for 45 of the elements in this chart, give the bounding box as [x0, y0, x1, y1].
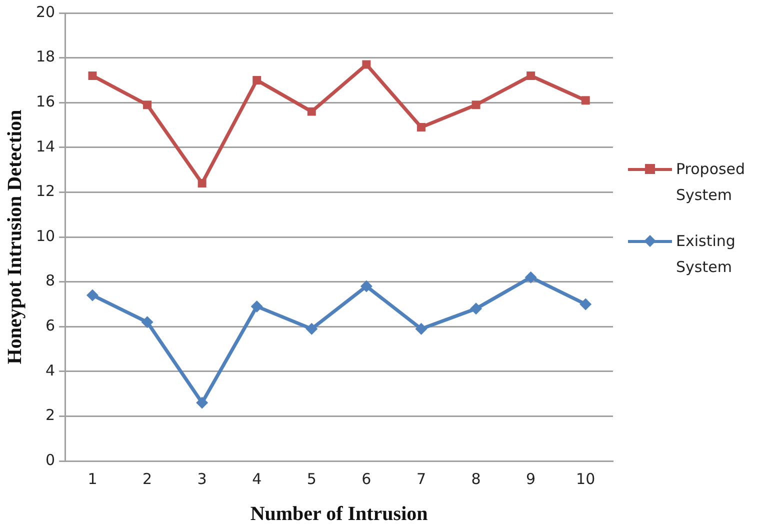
x-tick-label: 9: [526, 470, 536, 488]
x-tick-label: 4: [252, 470, 262, 488]
y-tick-label: 0: [46, 450, 56, 469]
point: [143, 100, 152, 110]
point: [307, 107, 316, 116]
y-tick-label: 10: [36, 226, 56, 245]
point: [196, 396, 208, 409]
x-tick-label: 2: [142, 470, 152, 488]
x-tick-label: 8: [471, 470, 481, 488]
point: [580, 298, 592, 310]
point: [416, 123, 426, 132]
x-tick-label: 3: [197, 470, 207, 488]
y-tick-label: 2: [46, 406, 56, 424]
y-tick-label: 16: [36, 92, 56, 110]
legend-label: Existing System: [676, 231, 736, 278]
point: [415, 322, 428, 335]
y-tick-label: 12: [36, 182, 56, 200]
x-tick-label: 6: [362, 470, 372, 488]
y-tick-label: 18: [36, 48, 56, 66]
point: [526, 71, 536, 80]
point: [362, 60, 371, 69]
point: [198, 179, 206, 188]
y-tick-label: 14: [36, 137, 56, 156]
x-axis-title: Number of Intrusion: [250, 503, 428, 526]
y-tick-label: 6: [46, 316, 56, 334]
x-tick-label: 5: [306, 470, 316, 488]
y-axis-title: Honeypot Intrusion Detection: [4, 110, 26, 364]
point: [250, 300, 263, 312]
point: [252, 76, 262, 84]
y-tick-label: 4: [46, 361, 56, 380]
point: [524, 271, 537, 284]
point: [360, 280, 372, 292]
point: [306, 322, 318, 335]
point: [581, 96, 590, 105]
point: [141, 316, 154, 328]
legend-label: Proposed System: [676, 159, 746, 206]
x-tick-label: 7: [416, 470, 426, 488]
point: [472, 100, 480, 110]
x-tick-label: 1: [88, 470, 98, 488]
x-tick-label: 10: [576, 470, 596, 488]
y-tick-label: 8: [46, 272, 56, 290]
point: [86, 289, 98, 302]
point: [470, 302, 482, 315]
y-tick-label: 20: [36, 2, 56, 21]
point: [88, 71, 97, 80]
